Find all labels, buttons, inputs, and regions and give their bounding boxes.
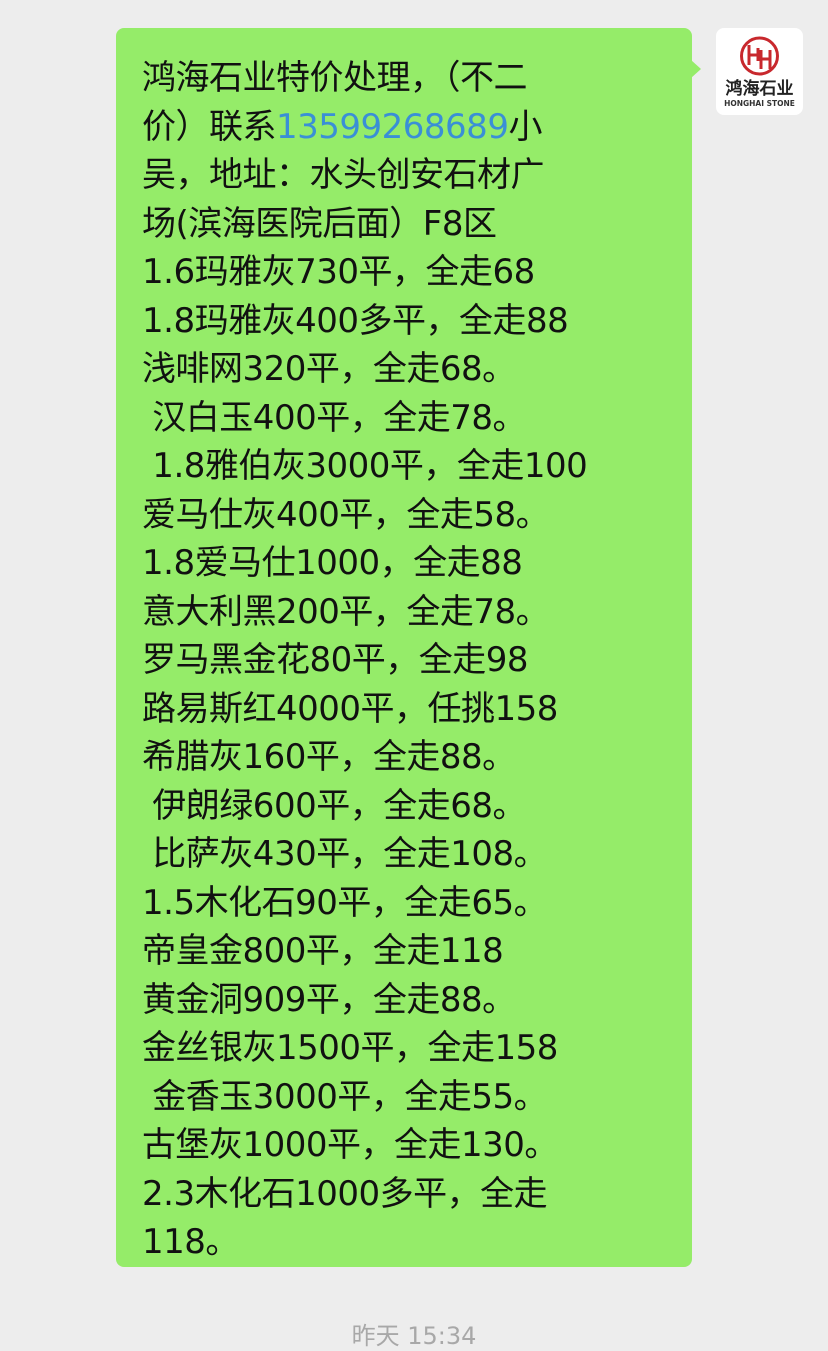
avatar[interactable]: 鸿海石业 HONGHAI STONE <box>716 28 803 115</box>
message-bubble[interactable]: 鸿海石业特价处理，（不二 价）联系13599268689小 吴，地址：水头创安石… <box>116 28 701 1267</box>
message-text: 鸿海石业特价处理，（不二 价）联系13599268689小 吴，地址：水头创安石… <box>142 54 692 1267</box>
message-line: 罗马黑金花80平，全走98 <box>142 640 529 680</box>
bubble-tail <box>691 60 701 78</box>
message-line: 1.5木化石90平，全走65。 <box>142 882 548 923</box>
message-line: 黄金洞909平，全走88。 <box>142 979 516 1020</box>
message-line: 价）联系13599268689小 <box>142 103 692 152</box>
message-line: 比萨灰430平，全走108。 <box>142 834 548 874</box>
message-line: 金丝银灰1500平，全走158 <box>142 1028 558 1068</box>
timestamp: 昨天 15:34 <box>351 1322 477 1350</box>
honghai-logo: 鸿海石业 HONGHAI STONE <box>724 36 795 108</box>
message-line: 金香玉3000平，全走55。 <box>142 1076 548 1117</box>
message-line: 古堡灰1000平，全走130。 <box>142 1125 558 1165</box>
message-line: 1.6玛雅灰730平，全走68 <box>142 252 535 292</box>
message-line: 浅啡网320平，全走68。 <box>142 349 516 389</box>
message-line: 意大利黑200平，全走78。 <box>142 591 550 632</box>
text: 价）联系 <box>142 106 277 147</box>
message-line: 帝皇金800平，全走118 <box>142 931 504 971</box>
text: 小 <box>508 106 542 147</box>
message-line: 场(滨海医院后面）F8区 <box>142 203 497 244</box>
message-line: 1.8雅伯灰3000平，全走100 <box>142 446 588 486</box>
message-line: 吴，地址：水头创安石材广 <box>142 155 545 195</box>
message-line: 1.8玛雅灰400多平，全走88 <box>142 300 569 341</box>
svg-text:鸿海石业: 鸿海石业 <box>726 78 794 99</box>
message-line: 路易斯红4000平，任挑158 <box>142 688 558 729</box>
message-line: 1.8爱马仕1000，全走88 <box>142 543 523 583</box>
message-line: 汉白玉400平，全走78。 <box>142 397 526 438</box>
message-line: 爱马仕灰400平，全走58。 <box>142 494 550 535</box>
phone-link[interactable]: 13599268689 <box>276 106 509 147</box>
svg-text:HONGHAI STONE: HONGHAI STONE <box>724 99 795 108</box>
message-line: 118。 <box>142 1222 239 1262</box>
message-line: 希腊灰160平，全走88。 <box>142 737 516 777</box>
message-line: 伊朗绿600平，全走68。 <box>142 785 526 826</box>
message-line: 鸿海石业特价处理，（不二 <box>142 58 528 98</box>
message-line: 2.3木化石1000多平，全走 <box>142 1173 548 1214</box>
